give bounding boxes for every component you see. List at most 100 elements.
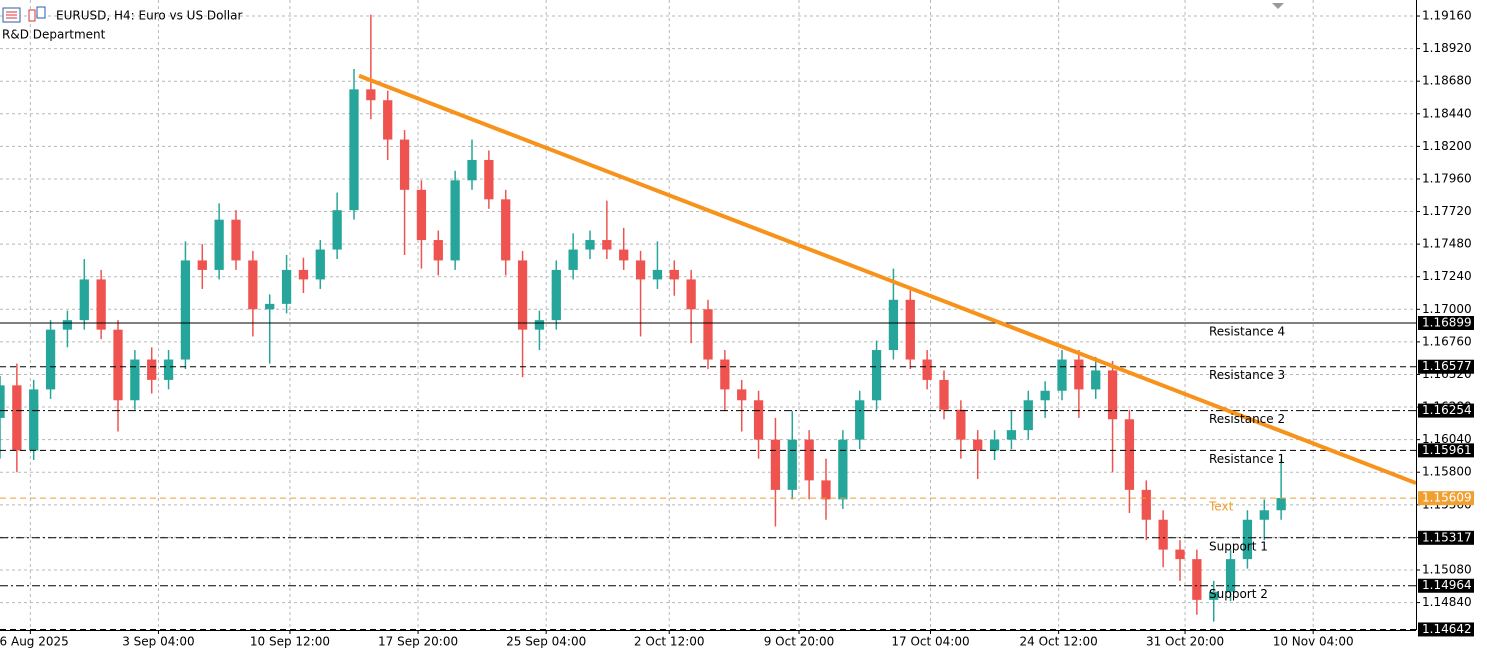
level-label: Support 2 [1209, 587, 1268, 601]
candle-body [1124, 419, 1135, 490]
x-tick-label: 9 Oct 20:00 [764, 635, 835, 649]
candle-body [29, 389, 39, 451]
level-price-box [1418, 316, 1474, 331]
candle-body [1225, 559, 1236, 592]
candle-body [1040, 390, 1050, 401]
candle-body [281, 269, 292, 304]
x-tick-label: 26 Aug 2025 [0, 635, 69, 649]
level-price-box [1418, 578, 1474, 593]
candle-body [753, 400, 764, 440]
chart-subtitle: R&D Department [2, 28, 106, 42]
candle-body [79, 279, 89, 321]
x-tick-label: 24 Oct 12:00 [1020, 635, 1098, 649]
candle-body [905, 299, 915, 360]
candle-body [467, 159, 477, 181]
candle-body [787, 439, 797, 490]
trendline [358, 73, 1417, 485]
x-tick-label: 3 Sep 04:00 [122, 635, 194, 649]
candle-body [45, 329, 56, 390]
candle-body [1242, 519, 1253, 560]
candle-body [821, 480, 831, 500]
candle-body [973, 439, 983, 451]
x-tick-label: 10 Sep 12:00 [250, 635, 330, 649]
candle-body [62, 320, 73, 330]
candle-body [1175, 549, 1185, 560]
candle-body [501, 199, 511, 261]
candle-body [383, 100, 393, 140]
candle-body [1259, 510, 1269, 520]
candle-body [1276, 498, 1286, 511]
level-price-box [1418, 491, 1474, 506]
candle-body [366, 89, 376, 101]
candle-body [922, 359, 932, 380]
candle-body [214, 219, 224, 270]
candle-body [737, 389, 747, 401]
candle-body [484, 159, 494, 200]
candle-body [96, 279, 106, 330]
candle-body [416, 189, 427, 241]
y-tick-label: 1.19160 [1422, 9, 1472, 23]
x-tick-label: 10 Nov 04:00 [1273, 635, 1354, 649]
candle-body [332, 210, 342, 250]
level-price-label: 1.15317 [1422, 530, 1472, 544]
y-tick-label: 1.18920 [1422, 41, 1472, 55]
y-tick-label: 1.17240 [1422, 269, 1472, 283]
y-tick-label: 1.18440 [1422, 106, 1472, 120]
candle-body [248, 260, 258, 310]
y-tick-label: 1.17000 [1422, 302, 1472, 316]
candle-body [450, 180, 460, 261]
candle-body [669, 269, 679, 280]
y-tick-label: 1.18680 [1422, 74, 1472, 88]
candle-body [1074, 359, 1084, 390]
candle-body [1141, 489, 1151, 520]
candle-body [804, 439, 814, 481]
candle-body [399, 139, 410, 190]
y-tick-label: 1.16760 [1422, 334, 1472, 348]
candle-body [1091, 370, 1101, 390]
candle-body [265, 303, 275, 310]
candle-body [551, 269, 561, 321]
shift-marker [1272, 3, 1284, 9]
x-tick-label: 17 Oct 04:00 [891, 635, 969, 649]
chart-title: EURUSD, H4: Euro vs US Dollar [56, 9, 242, 23]
level-label: Text [1208, 500, 1234, 514]
level-price-label: 1.15609 [1422, 491, 1472, 505]
level-price-label: 1.14642 [1422, 622, 1472, 636]
level-label: Resistance 1 [1209, 452, 1285, 466]
candle-body [12, 385, 22, 451]
candle-body [855, 400, 865, 440]
candle-body [585, 240, 595, 250]
y-tick-label: 1.16040 [1422, 432, 1472, 446]
candle-body [1192, 559, 1202, 600]
candle-body [113, 329, 123, 401]
candle-body [197, 260, 207, 270]
candle-body [686, 279, 696, 310]
candle-body [180, 260, 191, 360]
candle-body [298, 269, 309, 280]
candle-body [1209, 591, 1219, 600]
candle-body [1107, 370, 1118, 420]
candle-body [147, 359, 157, 380]
candle-body [0, 385, 5, 418]
y-tick-label: 1.15800 [1422, 465, 1472, 479]
y-tick-label: 1.18200 [1422, 139, 1472, 153]
header-icons [2, 6, 46, 23]
candle-body [1158, 519, 1168, 550]
candle-body [517, 260, 528, 330]
candle-body [163, 359, 174, 380]
candle-body [770, 439, 781, 490]
level-price-box [1418, 443, 1474, 458]
level-price-box [1418, 359, 1474, 374]
candle-body [534, 320, 545, 330]
x-tick-label: 2 Oct 12:00 [634, 635, 705, 649]
level-label: Resistance 3 [1209, 368, 1285, 382]
level-price-label: 1.14964 [1422, 578, 1472, 592]
candle-body [888, 299, 899, 351]
candle-body [433, 240, 443, 261]
y-tick-label: 1.17960 [1422, 171, 1472, 185]
candle-body [602, 240, 612, 250]
candle-body [989, 439, 1000, 451]
x-tick-label: 31 Oct 20:00 [1146, 635, 1224, 649]
level-price-label: 1.16254 [1422, 403, 1472, 417]
